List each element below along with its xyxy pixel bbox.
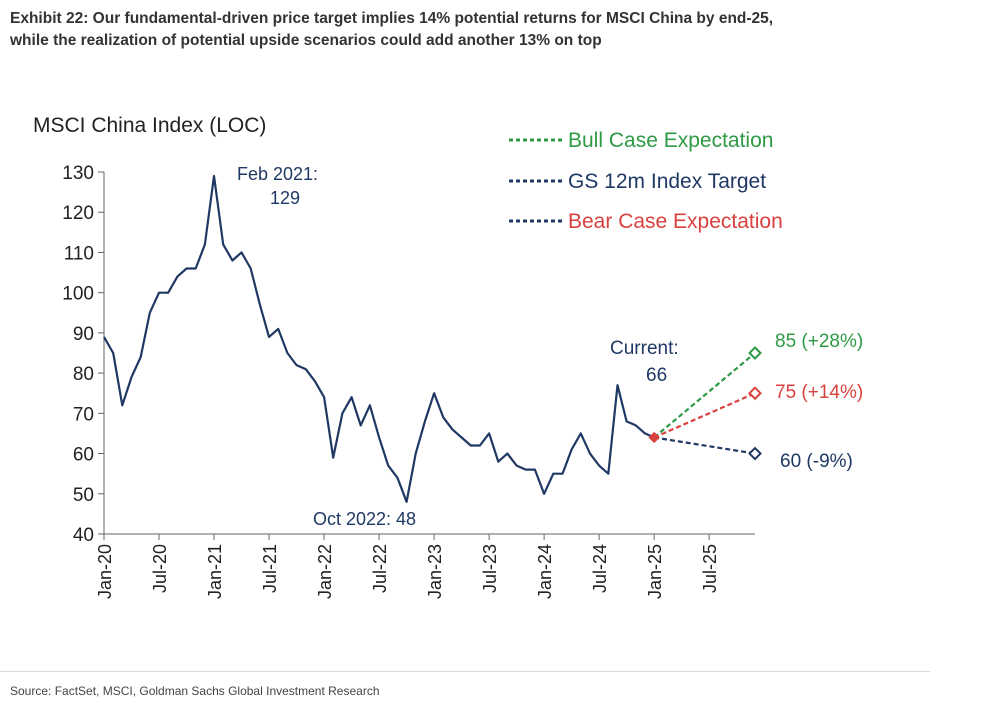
annotation-current-line1: Current: [610, 338, 679, 359]
y-tick-label: 50 [73, 485, 94, 506]
base-scenario-line [653, 392, 756, 439]
base-end-marker [748, 386, 762, 401]
plot-area [103, 174, 762, 503]
bear-end-marker [748, 446, 762, 461]
annotation-peak-line1: Feb 2021: [237, 164, 318, 184]
base-end-label: 75 (+14%) [775, 382, 863, 403]
legend: Bull Case Expectation GS 12m Index Targe… [509, 129, 783, 233]
bear-end-label: 60 (-9%) [780, 451, 853, 472]
annotation-peak-line2: 129 [270, 188, 300, 208]
y-tick-label: 80 [73, 364, 94, 385]
x-tick-label: Jul-22 [370, 544, 390, 593]
legend-bear-label: Bear Case Expectation [568, 210, 783, 233]
x-tick-label: Jan-22 [315, 544, 335, 599]
index-series-line [103, 174, 655, 503]
exhibit-title-line2: while the realization of potential upsid… [10, 32, 602, 49]
x-tick-label: Jul-25 [700, 544, 720, 593]
legend-base-label: GS 12m Index Target [568, 170, 766, 193]
scenario-labels: 85 (+28%) 75 (+14%) 60 (-9%) [775, 331, 863, 472]
x-tick-label: Jul-21 [260, 544, 280, 593]
bull-end-marker [748, 346, 762, 360]
y-axis: 40 50 60 70 80 90 100 110 120 130 [62, 163, 105, 546]
bull-end-label: 85 (+28%) [775, 331, 863, 352]
y-tick-label: 70 [73, 404, 94, 425]
annotation-current-line2: 66 [646, 365, 667, 386]
exhibit-title-line1: Exhibit 22: Our fundamental-driven price… [10, 10, 774, 27]
divider [0, 671, 930, 672]
exhibit-title: Exhibit 22: Our fundamental-driven price… [10, 8, 940, 52]
y-tick-label: 60 [73, 445, 94, 466]
x-tick-label: Jan-23 [425, 544, 445, 599]
y-tick-label: 90 [73, 324, 94, 345]
x-axis: Jan-20 Jul-20 Jan-21 Jul-21 Jan-22 Jul-22 Jan-… [95, 533, 755, 599]
chart-title: MSCI China Index (LOC) [33, 114, 266, 137]
x-tick-label: Jul-24 [590, 544, 610, 593]
y-tick-label: 120 [62, 203, 94, 224]
current-point-marker [648, 431, 660, 444]
x-tick-label: Jul-23 [480, 544, 500, 593]
x-tick-label: Jan-20 [95, 544, 115, 599]
annotations: Feb 2021: 129 Oct 2022: 48 Current: 66 [237, 164, 679, 529]
y-tick-label: 130 [62, 163, 94, 184]
bull-scenario-line [653, 352, 756, 439]
legend-bull-label: Bull Case Expectation [568, 129, 773, 152]
x-tick-label: Jan-21 [205, 544, 225, 599]
bear-scenario-line [653, 436, 756, 455]
x-tick-label: Jan-25 [645, 544, 665, 599]
annotation-trough: Oct 2022: 48 [313, 509, 416, 529]
x-tick-label: Jan-24 [535, 544, 555, 599]
y-tick-label: 100 [62, 284, 94, 305]
source-note: Source: FactSet, MSCI, Goldman Sachs Glo… [10, 684, 380, 698]
y-tick-label: 40 [73, 525, 94, 546]
y-tick-label: 110 [64, 243, 94, 264]
x-tick-label: Jul-20 [150, 544, 170, 593]
